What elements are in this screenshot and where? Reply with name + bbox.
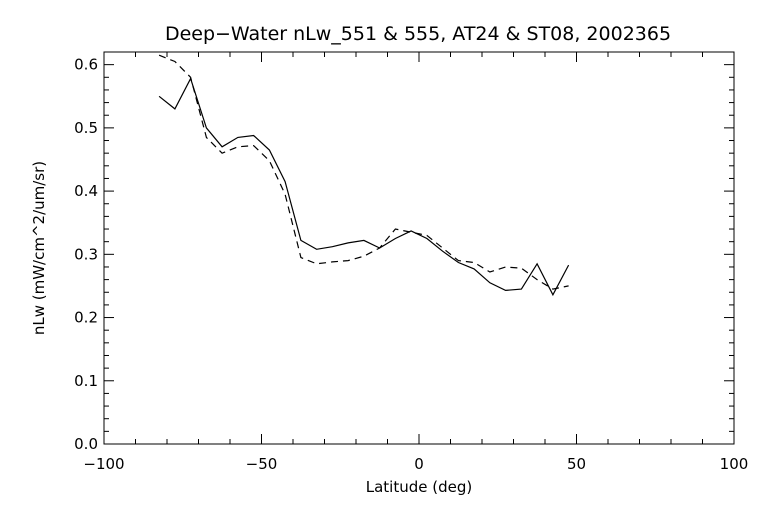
y-axis-label: nLw (mW/cm^2/um/sr) [30, 161, 48, 335]
series-line-solid [158, 77, 570, 297]
x-tick-label: −100 [83, 455, 124, 473]
y-tick-label: 0.2 [74, 309, 98, 327]
y-axis-ticks: 0.0 0.1 0.2 0.3 0.4 0.5 0.6 [74, 51, 734, 453]
y-tick-label: 0.3 [74, 245, 98, 263]
series-line-dashed [158, 54, 569, 290]
x-axis-label: Latitude (deg) [366, 478, 472, 496]
chart-title: Deep−Water nLw_551 & 555, AT24 & ST08, 2… [165, 23, 671, 45]
x-tick-label: 50 [567, 455, 586, 473]
x-axis-ticks: −100 −50 0 50 100 [83, 52, 748, 473]
y-tick-label: 0.5 [74, 119, 98, 137]
x-tick-label: 0 [414, 455, 424, 473]
y-tick-label: 0.0 [74, 435, 98, 453]
y-tick-label: 0.1 [74, 372, 98, 390]
y-tick-label: 0.4 [74, 182, 98, 200]
x-tick-label: 100 [720, 455, 749, 473]
series-layer [158, 54, 570, 297]
plot-area-frame [103, 51, 735, 445]
y-tick-label: 0.6 [74, 56, 98, 74]
x-tick-label: −50 [246, 455, 278, 473]
